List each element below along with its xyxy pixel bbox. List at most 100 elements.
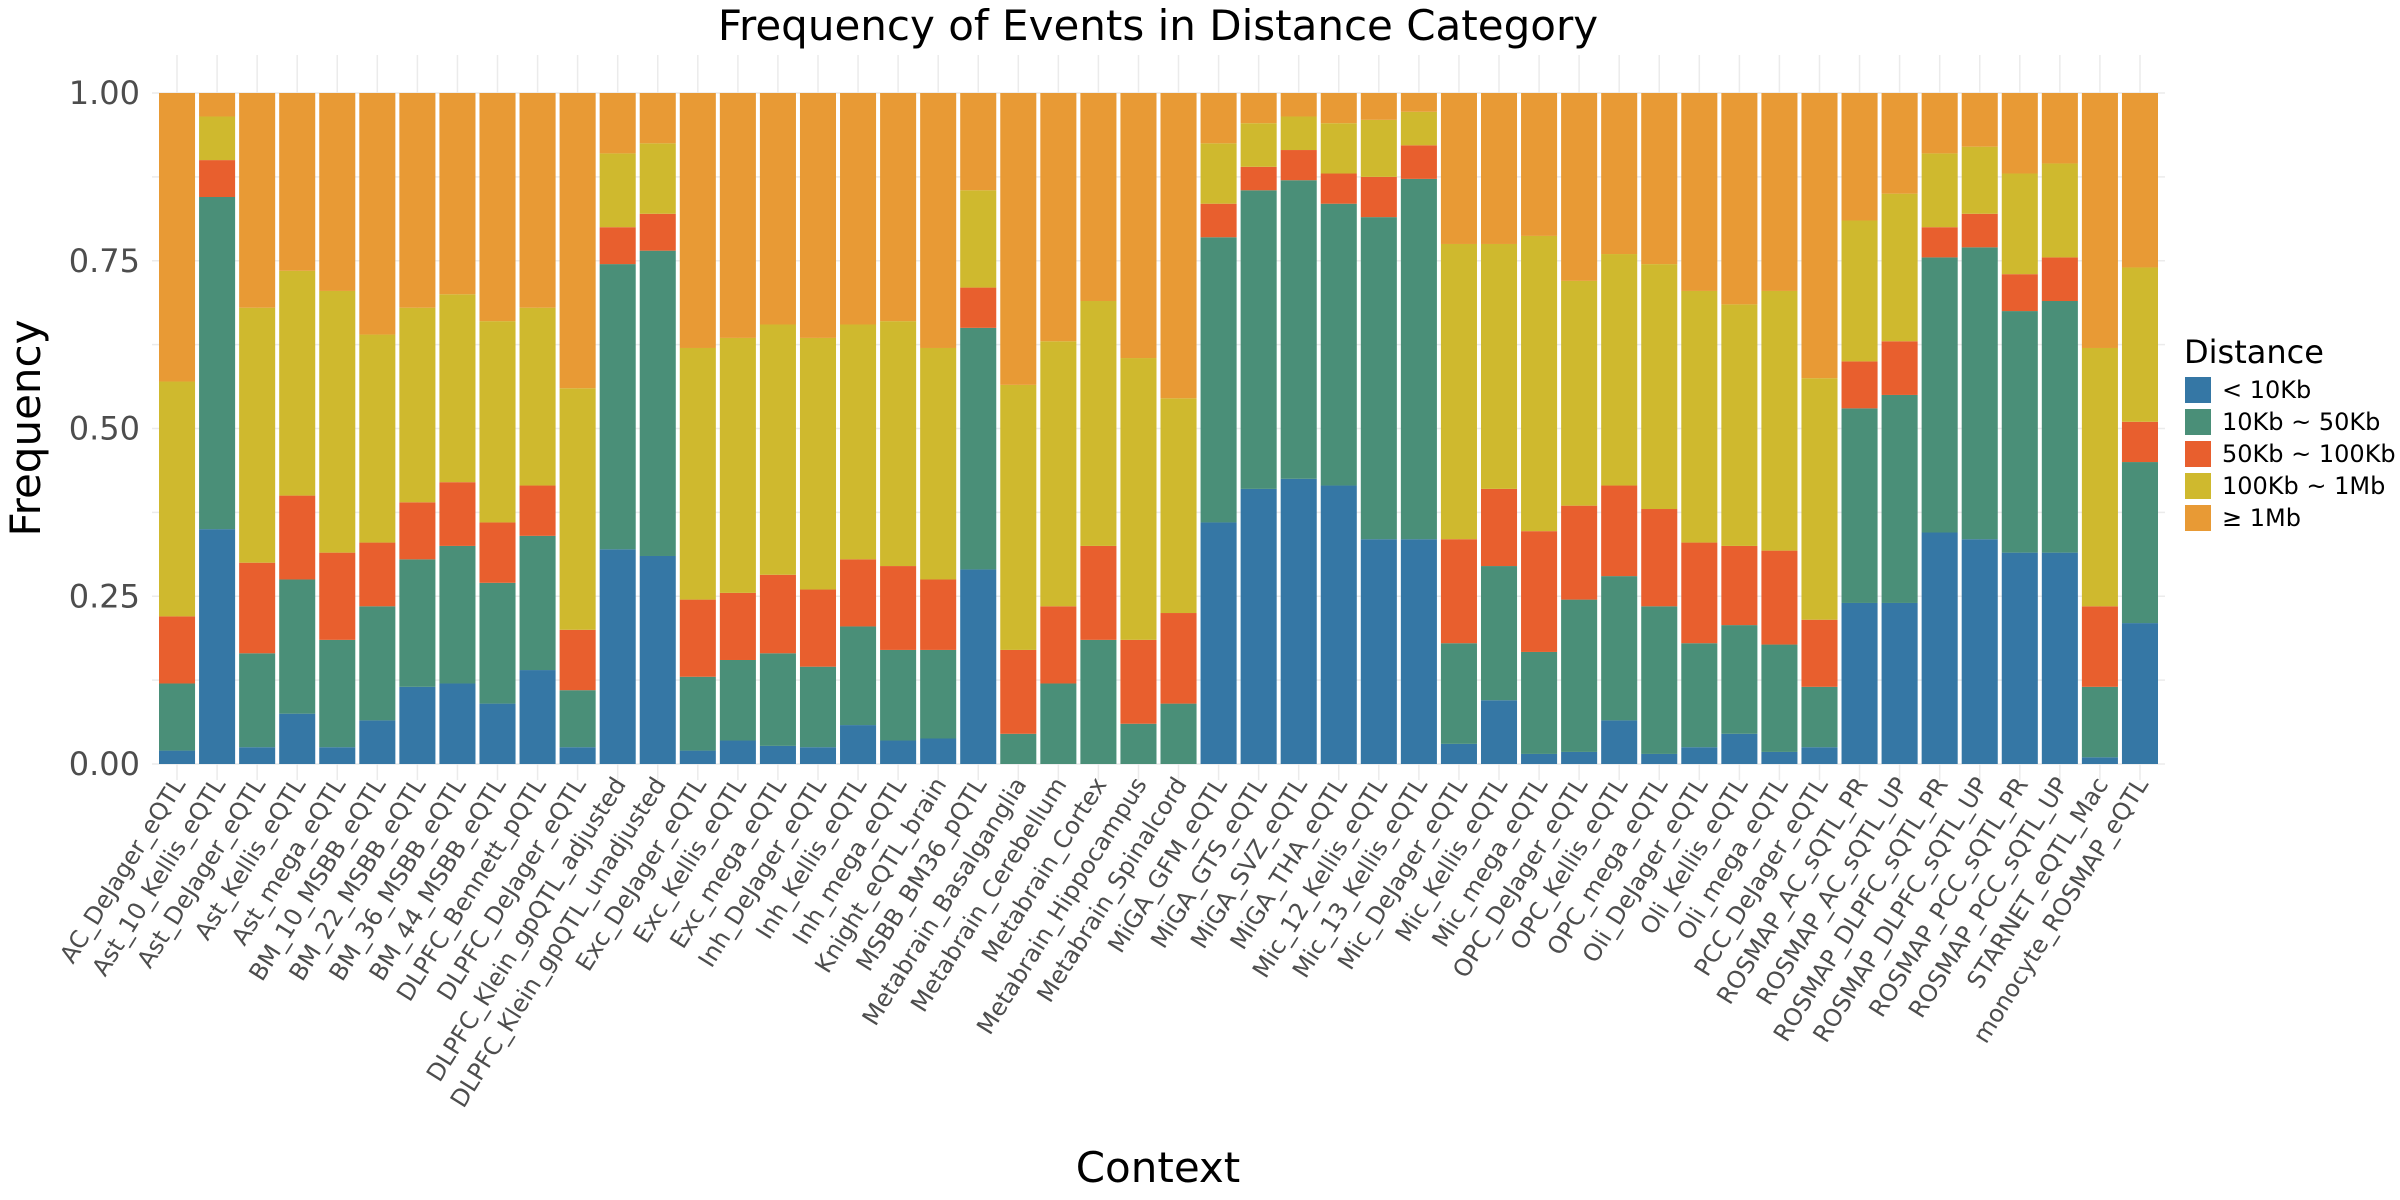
- bar-segment-5: [1601, 93, 1638, 255]
- bar-segment-3: [1160, 613, 1197, 704]
- bar-segment-3: [439, 482, 476, 546]
- bar-segment-3: [960, 287, 997, 328]
- bar-segment-4: [679, 347, 716, 600]
- bar-segment-2: [1561, 599, 1598, 752]
- bar-segment-5: [1120, 93, 1157, 359]
- bar-segment-4: [2121, 267, 2158, 422]
- bar-segment-2: [439, 545, 476, 684]
- bar-segment-4: [960, 190, 997, 288]
- legend-swatch: [2185, 409, 2211, 435]
- bar-segment-4: [1881, 193, 1918, 342]
- legend-swatch: [2185, 505, 2211, 531]
- bar-segment-3: [1681, 542, 1718, 644]
- bar-segment-2: [1521, 651, 1558, 754]
- bar-segment-4: [559, 388, 596, 630]
- bar-segment-3: [1841, 361, 1878, 409]
- legend-label: 50Kb ~ 100Kb: [2222, 440, 2396, 468]
- y-tick-label: 0.25: [69, 577, 140, 615]
- bar-segment-4: [519, 307, 556, 486]
- bar-segment-5: [639, 93, 676, 144]
- bar-segment-3: [1320, 173, 1357, 204]
- legend-label: 10Kb ~ 50Kb: [2222, 408, 2380, 436]
- bar-segment-4: [1801, 378, 1838, 620]
- x-axis-ticks: AC_DeJager_eQTLAst_10_Kellis_eQTLAst_DeJ…: [54, 772, 2154, 1113]
- bar-segment-1: [1521, 753, 1558, 764]
- bar-segment-5: [1681, 93, 1718, 291]
- bar-segment-1: [1921, 532, 1958, 764]
- legend-swatch: [2185, 377, 2211, 403]
- bar-segment-5: [679, 93, 716, 348]
- bar-segment-5: [1841, 93, 1878, 221]
- bar-segment-1: [199, 529, 236, 764]
- bar-segment-2: [239, 653, 276, 748]
- bar-segment-4: [1240, 123, 1277, 167]
- bar-segment-4: [1961, 146, 1998, 214]
- bar-segment-1: [599, 549, 636, 764]
- bar-segment-2: [1280, 180, 1317, 479]
- bar-segment-1: [319, 747, 356, 764]
- bar-segment-5: [2041, 93, 2078, 164]
- bar-segment-1: [1601, 720, 1638, 764]
- bar-segment-3: [920, 579, 957, 650]
- bar-segment-1: [239, 747, 276, 764]
- bar-segment-3: [1601, 485, 1638, 577]
- bar-segment-2: [1400, 178, 1437, 540]
- bar-segment-2: [1681, 643, 1718, 748]
- bar-segment-3: [599, 227, 636, 265]
- bar-segment-5: [960, 93, 997, 191]
- bar-segment-4: [1280, 116, 1317, 151]
- bar-segment-4: [1601, 254, 1638, 486]
- bar-segment-5: [1280, 93, 1317, 117]
- chart-title: Frequency of Events in Distance Category: [718, 1, 1598, 50]
- bar-segment-1: [1961, 539, 1998, 764]
- bar-segment-5: [1160, 93, 1197, 399]
- bar-segment-1: [1561, 751, 1598, 764]
- bar-segment-2: [1200, 237, 1237, 523]
- bar-segment-5: [559, 93, 596, 389]
- bar-segment-1: [359, 720, 396, 764]
- bar-segment-2: [1841, 408, 1878, 603]
- bar-segment-1: [1841, 602, 1878, 764]
- bar-segment-1: [2121, 623, 2158, 764]
- bar-segment-1: [1240, 488, 1277, 764]
- bar-segment-4: [719, 337, 756, 593]
- bar-segment-1: [399, 686, 436, 764]
- bar-segment-1: [1761, 751, 1798, 764]
- bar-segment-5: [399, 93, 436, 308]
- y-axis-ticks: 0.00 0.25 0.50 0.75 1.00: [69, 74, 140, 783]
- bar-segment-1: [1320, 485, 1357, 764]
- bar-segment-2: [399, 559, 436, 687]
- bar-segment-5: [1000, 93, 1037, 385]
- bar-segment-1: [1400, 539, 1437, 764]
- bar-segment-4: [239, 307, 276, 563]
- bar-segment-2: [1120, 723, 1157, 764]
- bar-segment-5: [920, 93, 957, 348]
- bar-segment-1: [840, 725, 877, 764]
- bar-segment-4: [2001, 173, 2038, 275]
- bar-segment-4: [759, 324, 796, 575]
- bar-segment-5: [519, 93, 556, 308]
- bar-segment-4: [1480, 243, 1518, 489]
- bar-segment-2: [279, 579, 316, 714]
- bar-segment-1: [1721, 733, 1758, 764]
- bar-segment-5: [1881, 93, 1918, 194]
- bar-segment-2: [1721, 625, 1758, 734]
- legend-label: 100Kb ~ 1Mb: [2222, 472, 2385, 500]
- bar-segment-5: [479, 93, 516, 322]
- bar-segment-1: [639, 555, 676, 764]
- bar-segment-4: [1521, 235, 1558, 532]
- bar-segment-1: [719, 740, 756, 764]
- bar-segment-4: [799, 337, 837, 590]
- bar-segment-2: [1360, 217, 1397, 540]
- bar-segment-1: [1681, 747, 1718, 764]
- bar-segment-5: [1480, 93, 1518, 244]
- bar-segment-4: [1120, 358, 1157, 640]
- bar-segment-3: [2001, 274, 2038, 312]
- bar-segment-3: [559, 629, 596, 691]
- bar-segment-4: [599, 153, 636, 228]
- bar-segment-2: [1961, 247, 1998, 540]
- bar-segment-3: [1200, 203, 1237, 238]
- bar-segment-3: [1440, 539, 1477, 644]
- y-tick-label: 0.00: [69, 745, 140, 783]
- bar-segment-5: [2081, 93, 2118, 348]
